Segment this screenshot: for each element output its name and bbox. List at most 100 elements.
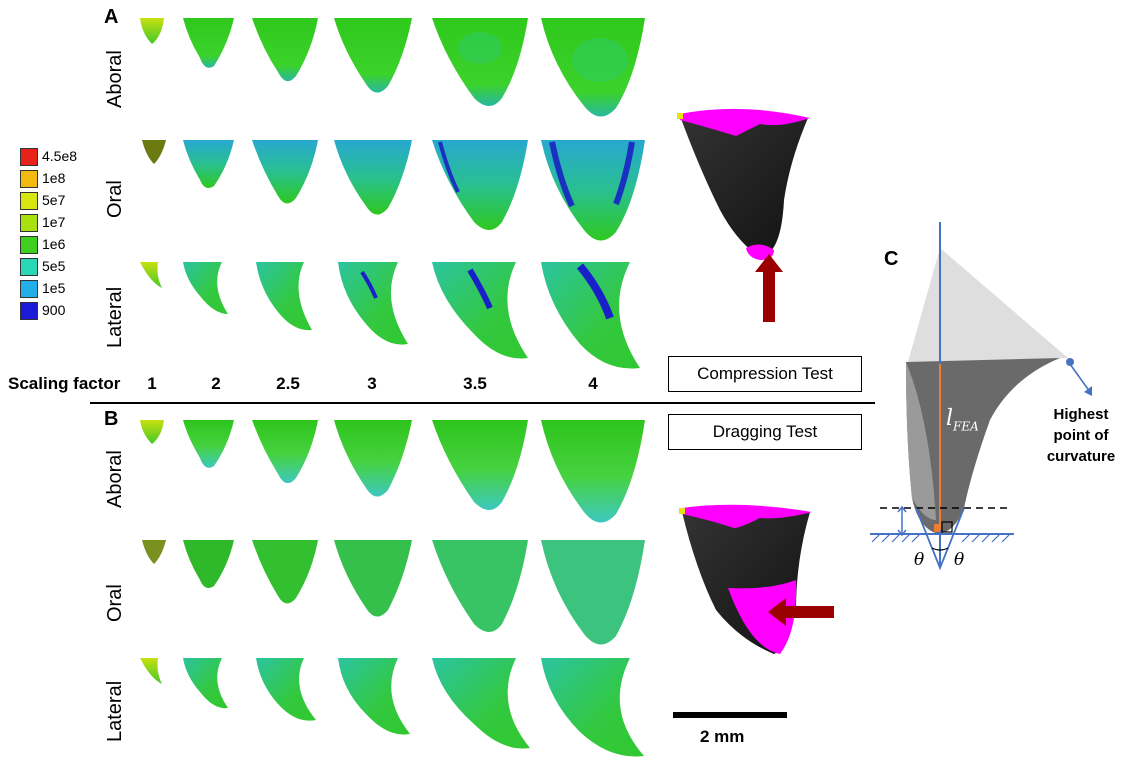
tooth-render <box>541 540 645 645</box>
theta-right: θ <box>954 550 965 570</box>
tooth-render <box>140 18 164 44</box>
legend-swatch <box>20 214 38 232</box>
tooth-shade <box>576 263 614 320</box>
legend-label: 5e5 <box>42 258 66 274</box>
tooth-render <box>334 420 412 497</box>
legend-swatch <box>20 302 38 320</box>
tooth-render <box>256 658 316 721</box>
compression-marker <box>677 113 683 119</box>
tooth-render <box>183 540 234 588</box>
tooth-shade <box>458 32 502 64</box>
tooth-render <box>432 262 528 359</box>
panel-c-hatch <box>871 533 1011 543</box>
compression-arrow-head <box>755 254 783 272</box>
tooth-render <box>252 540 318 604</box>
panel-c-right-angle <box>941 521 953 533</box>
dragging-test-label: Dragging Test <box>668 414 862 450</box>
tooth-render <box>541 140 645 241</box>
tooth-render <box>142 540 166 564</box>
tooth-render <box>142 140 166 164</box>
panel-c-tip-mark <box>934 524 940 532</box>
dragging-marker <box>679 508 685 514</box>
scaling-value: 3 <box>367 374 377 393</box>
legend-swatch <box>20 192 38 210</box>
tooth-render <box>252 420 318 484</box>
panel-c-curvature-pointer-head <box>1084 386 1092 396</box>
tooth-render <box>183 262 228 314</box>
scaling-value: 3.5 <box>463 374 487 393</box>
dragging-arrow <box>784 606 834 618</box>
panel-c-cone <box>908 248 1068 362</box>
tooth-render <box>338 262 408 345</box>
dragging-face <box>728 580 797 654</box>
tooth-render <box>334 140 412 215</box>
tooth-render <box>432 540 528 632</box>
tooth-render <box>252 140 318 204</box>
tooth-render <box>140 658 162 684</box>
legend-swatch <box>20 280 38 298</box>
panel-c-curvature-pointer <box>1069 363 1091 393</box>
tooth-shade <box>613 141 635 206</box>
legend-label: 1e6 <box>42 236 66 252</box>
legend-label: 900 <box>42 302 66 318</box>
tooth-render <box>541 420 645 523</box>
compression-mesh <box>680 116 808 256</box>
compression-top-face <box>680 108 810 136</box>
panel-a-label: A <box>104 6 119 28</box>
tooth-render <box>432 140 528 230</box>
panel-c-tooth <box>906 358 1060 534</box>
legend-label: 1e7 <box>42 214 66 230</box>
legend-label: 4.5e8 <box>42 148 78 164</box>
tooth-render <box>183 18 234 68</box>
tooth-render <box>183 658 228 709</box>
tooth-render <box>140 262 162 288</box>
panel-c-tooth-shade <box>906 362 936 520</box>
legend-swatch <box>20 258 38 276</box>
section-divider <box>90 402 875 404</box>
compression-tip <box>746 244 774 260</box>
panel-c-height-arrow-head <box>897 505 907 537</box>
tooth-render <box>432 420 528 510</box>
tooth-shade <box>467 268 493 310</box>
scaling-value: 1 <box>147 374 157 393</box>
tooth-render <box>338 658 410 735</box>
scale-bar <box>673 712 787 718</box>
curvature-annotation: Highest point of curvature <box>1046 406 1116 465</box>
scaling-value: 2.5 <box>276 374 300 393</box>
scaling-factor-label: Scaling factor <box>8 374 121 393</box>
tooth-shade <box>549 141 575 208</box>
length-fea-label: lFEA <box>946 406 979 433</box>
panel-c-curvature-point <box>1066 358 1074 366</box>
panel-c-label: C <box>884 248 899 270</box>
tooth-render <box>140 420 164 444</box>
tooth-shade <box>360 270 378 299</box>
legend-swatch <box>20 148 38 166</box>
legend-swatch <box>20 170 38 188</box>
length-symbol: l <box>946 406 954 431</box>
tooth-render <box>334 540 412 617</box>
tooth-render <box>252 18 318 82</box>
length-subscript: FEA <box>953 419 979 434</box>
legend-label: 1e5 <box>42 280 66 296</box>
compression-test-label: Compression Test <box>668 356 862 392</box>
tooth-render <box>183 420 234 468</box>
panel-c-theta-arc <box>931 547 949 551</box>
tooth-shade <box>572 38 628 82</box>
panel-b-label: B <box>104 408 119 430</box>
tooth-render <box>432 658 530 749</box>
tooth-render <box>541 262 640 369</box>
tooth-render <box>541 658 644 757</box>
tooth-render <box>334 18 412 93</box>
tooth-render <box>183 140 234 188</box>
dragging-top-face <box>682 504 812 528</box>
scaling-value: 2 <box>211 374 221 393</box>
tooth-render <box>256 262 312 331</box>
compression-arrow <box>763 270 775 322</box>
legend-swatch <box>20 236 38 254</box>
theta-left: θ <box>914 550 925 570</box>
legend-label: 5e7 <box>42 192 66 208</box>
tooth-shade <box>438 141 460 193</box>
dragging-arrow-head <box>768 598 786 626</box>
legend-label: 1e8 <box>42 170 66 186</box>
